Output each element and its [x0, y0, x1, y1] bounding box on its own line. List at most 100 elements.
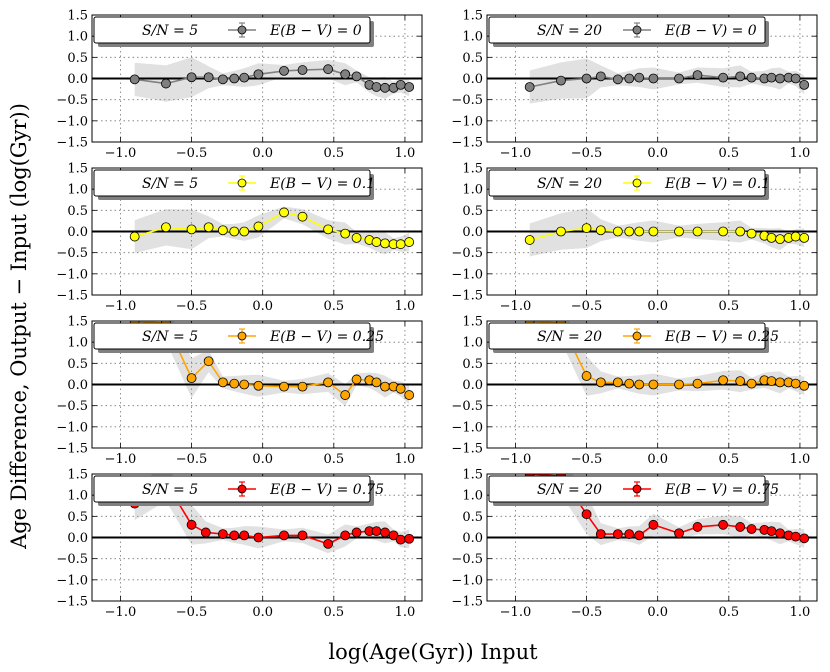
chart-5-data-point [239, 379, 250, 390]
chart-7-data-point [340, 530, 351, 541]
chart-6-x-tick-label: 0.0 [647, 452, 668, 467]
chart-4-y-tick-label: −0.5 [451, 246, 483, 261]
chart-5-data-point [323, 377, 334, 388]
chart-2-y-tick-label: 0.0 [462, 72, 483, 87]
chart-4-x-tick-label: 1.0 [790, 299, 811, 314]
chart-3-x-tick-label: −0.5 [176, 299, 208, 314]
chart-1-legend-label: E(B − V) = 0 [269, 23, 362, 39]
chart-1-frame [91, 14, 423, 143]
chart-6-data-point [735, 376, 746, 387]
chart-6-legend-sn-label: S/N = 20 [537, 329, 602, 345]
chart-4-data-point [746, 228, 757, 239]
chart-1-data-point [229, 73, 240, 84]
chart-3-legend-sn-label: S/N = 5 [142, 176, 198, 192]
chart-1-data-point [129, 74, 140, 85]
chart-4-frame [486, 167, 818, 296]
chart-5-x-tick-label: −1.0 [105, 452, 137, 467]
chart-8-data-point [595, 529, 606, 540]
chart-1-data-point [253, 69, 264, 80]
chart-5-x-tick-label: 0.0 [252, 452, 273, 467]
chart-5-data-point [253, 380, 264, 391]
chart-7-legend-sn-label: S/N = 5 [142, 482, 198, 498]
chart-2-legend-sn-label: S/N = 20 [537, 23, 602, 39]
chart-5-x-tick-label: 0.5 [323, 452, 344, 467]
chart-5-legend-label: E(B − V) = 0.25 [269, 329, 384, 345]
chart-2-error-band [529, 58, 805, 104]
chart-3-data-point [380, 238, 390, 249]
chart-4-plot-area [487, 208, 817, 257]
chart-1-data-point [323, 64, 334, 75]
chart-7-panel: −1.0 −0.5 0.0 0.5 1.0 −1.5 −1.0 −0.5 0.0 0.5 1.0 1.… [56, 468, 423, 620]
chart-4-y-tick-label: −1.5 [451, 289, 483, 304]
chart-8-data-point [775, 528, 785, 539]
chart-2-data-point [524, 82, 535, 92]
chart-7-y-tick-label: −1.0 [56, 573, 88, 588]
chart-7-data-point [279, 530, 289, 541]
x-axis-label: log(Age(Gyr)) Input [328, 640, 538, 664]
chart-8-data-point [766, 526, 777, 537]
chart-3-data-point [239, 226, 250, 237]
chart-8-data-point [692, 522, 703, 532]
chart-6-data-point [799, 380, 810, 391]
chart-8-legend-sn-label: S/N = 20 [537, 482, 602, 498]
chart-6-data-point [624, 378, 635, 389]
chart-2-x-tick-label: 0.5 [718, 146, 739, 161]
chart-6-data-point [634, 379, 645, 390]
chart-7-data-point [229, 530, 240, 541]
chart-1-data-point [340, 69, 351, 80]
chart-8-data-point [612, 529, 623, 540]
chart-1-legend-sn-label: S/N = 5 [142, 23, 198, 39]
chart-5-data-point [340, 390, 351, 400]
chart-7-data-point [371, 526, 382, 537]
chart-5-y-tick-label: −0.5 [56, 399, 88, 414]
chart-8-data-point [746, 524, 757, 534]
chart-3-frame [91, 167, 423, 296]
chart-4-data-point [556, 226, 566, 237]
chart-5-data-point [380, 381, 390, 392]
chart-3-data-point [395, 239, 406, 250]
chart-3-y-tick-label: 1.0 [67, 183, 88, 198]
chart-5-data-point [404, 390, 415, 400]
chart-5-y-tick-label: 1.0 [67, 336, 88, 351]
chart-7-data-point [380, 527, 390, 538]
chart-7-y-tick-label: 0.5 [67, 510, 88, 525]
chart-1-y-tick-label: −1.0 [56, 114, 88, 129]
chart-8-y-tick-label: 0.5 [462, 510, 483, 525]
chart-7-legend-label: E(B − V) = 0.75 [269, 482, 384, 498]
chart-5-data-point [186, 373, 197, 384]
chart-3-data-point [129, 231, 140, 242]
chart-7-y-tick-label: 1.0 [67, 489, 88, 504]
chart-3-data-point [203, 222, 214, 233]
chart-2-data-point [766, 72, 777, 83]
chart-6-panel: −1.0 −0.5 0.0 0.5 1.0 −1.5 −1.0 −0.5 0.0 0.5 1.0 1.… [451, 315, 818, 467]
chart-1-data-point [351, 71, 362, 82]
chart-6-data-point [746, 378, 757, 389]
chart-4-legend-marker [632, 178, 642, 188]
chart-2-data-point [612, 74, 623, 85]
chart-8-data-point [648, 519, 659, 530]
chart-7-data-point [239, 530, 250, 541]
chart-6-legend-marker [632, 331, 642, 341]
chart-1-data-point [404, 82, 415, 92]
chart-7-data-point [351, 527, 362, 538]
chart-1-legend-marker [237, 25, 247, 35]
chart-3-y-tick-label: 0.0 [67, 225, 88, 240]
chart-8-data-point [581, 509, 592, 520]
chart-5-panel: −1.0 −0.5 0.0 0.5 1.0 −1.5 −1.0 −0.5 0.0 0.5 1.0 1.… [56, 315, 423, 467]
chart-4-data-point [735, 226, 746, 237]
chart-8-x-tick-label: 0.0 [647, 605, 668, 620]
chart-1-y-tick-label: −1.5 [56, 136, 88, 151]
chart-4-x-tick-label: −0.5 [571, 299, 603, 314]
chart-6-x-tick-label: 0.5 [718, 452, 739, 467]
chart-3-y-tick-label: −1.0 [56, 267, 88, 282]
chart-2-data-point [799, 79, 810, 90]
chart-3-plot-area [92, 206, 422, 255]
chart-1-plot-area [92, 57, 422, 102]
chart-6-x-tick-label: −1.0 [500, 452, 532, 467]
chart-4-x-tick-label: 0.5 [718, 299, 739, 314]
chart-8-legend-label: E(B − V) = 0.75 [664, 482, 779, 498]
chart-3-y-tick-label: −0.5 [56, 246, 88, 261]
chart-8-data-point [634, 530, 645, 541]
chart-6-data-point [581, 371, 592, 381]
chart-6-y-tick-label: 0.5 [462, 357, 483, 372]
